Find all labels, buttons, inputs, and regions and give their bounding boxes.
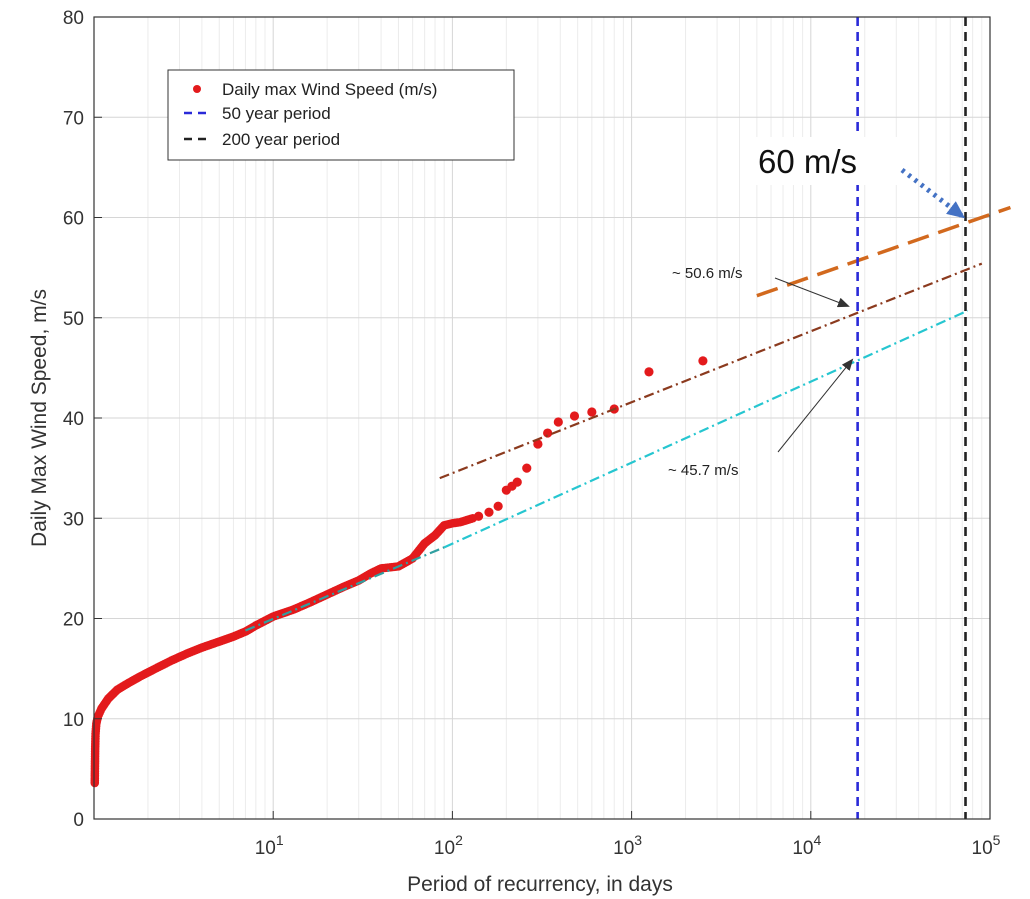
legend-label-observations: Daily max Wind Speed (m/s) <box>222 80 437 99</box>
callout-background <box>752 137 900 185</box>
y-tick-label: 50 <box>63 309 84 330</box>
data-point <box>569 411 580 421</box>
y-tick-label: 10 <box>63 710 84 731</box>
x-tick-label: 102 <box>434 832 463 859</box>
data-point <box>553 417 563 427</box>
legend: Daily max Wind Speed (m/s) 50 year perio… <box>167 69 515 161</box>
legend-marker-observations <box>193 85 201 93</box>
x-tick-label: 101 <box>255 832 284 859</box>
y-tick-label: 60 <box>63 209 84 230</box>
x-tick-label: 103 <box>613 832 642 859</box>
fit-line <box>756 205 1011 298</box>
y-tick-label: 40 <box>63 409 84 430</box>
fit-line <box>245 546 445 632</box>
annotation-arrow-50-6 <box>774 277 850 308</box>
legend-box <box>167 69 515 161</box>
x-tick-label: 105 <box>972 832 1001 859</box>
data-point <box>543 428 553 438</box>
annotation-45-7: ~ 45.7 m/s <box>668 358 854 479</box>
annotation-60: 60 m/s <box>752 137 966 219</box>
y-tick-label: 0 <box>73 810 84 831</box>
callout-label-60: 60 m/s <box>758 143 857 180</box>
annotation-50-6: ~ 50.6 m/s <box>672 265 850 308</box>
annotation-label-50-6: ~ 50.6 m/s <box>672 265 742 282</box>
chart-marks <box>90 17 1011 819</box>
legend-label-50-year: 50 year period <box>222 104 331 123</box>
y-tick-label: 30 <box>63 509 84 530</box>
data-point <box>473 511 484 521</box>
data-point <box>644 367 654 377</box>
data-point <box>522 463 532 473</box>
legend-label-200-year: 200 year period <box>222 130 340 149</box>
y-tick-label: 20 <box>63 610 84 631</box>
data-point <box>512 477 522 487</box>
data-point <box>698 356 708 366</box>
annotation-label-45-7: ~ 45.7 m/s <box>668 462 738 479</box>
fit-line <box>443 309 969 549</box>
axis-ticks: 0 10 20 30 40 50 60 70 80 101 102 103 104 105 <box>63 8 1001 859</box>
y-axis-label: Daily Max Wind Speed, m/s <box>28 289 51 547</box>
data-point <box>493 501 503 511</box>
data-point <box>587 407 597 417</box>
data-point <box>484 507 494 517</box>
y-tick-label: 80 <box>63 8 84 29</box>
annotation-arrow-45-7 <box>777 358 854 453</box>
y-tick-label: 70 <box>63 108 84 129</box>
fit-line <box>439 262 983 480</box>
x-axis-label: Period of recurrency, in days <box>407 873 673 896</box>
x-tick-label: 104 <box>792 832 821 859</box>
data-point <box>533 439 543 449</box>
